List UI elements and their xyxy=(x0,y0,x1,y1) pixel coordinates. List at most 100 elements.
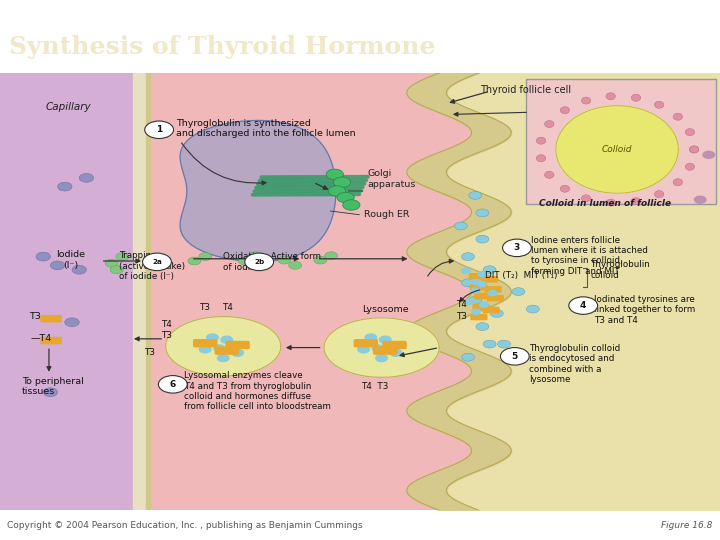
Circle shape xyxy=(469,192,482,199)
Text: T4: T4 xyxy=(222,303,233,312)
Circle shape xyxy=(462,253,474,260)
Text: 3: 3 xyxy=(514,244,520,252)
Circle shape xyxy=(217,355,229,362)
Circle shape xyxy=(58,182,72,191)
Circle shape xyxy=(462,353,474,361)
Ellipse shape xyxy=(582,97,591,104)
FancyBboxPatch shape xyxy=(41,338,61,343)
Circle shape xyxy=(105,259,118,267)
Text: To peripheral
tissues: To peripheral tissues xyxy=(22,377,84,396)
Circle shape xyxy=(116,253,129,260)
Text: 1: 1 xyxy=(156,125,162,134)
Bar xyxy=(526,79,716,204)
Text: T4  T3: T4 T3 xyxy=(361,382,388,391)
Circle shape xyxy=(390,349,402,356)
Circle shape xyxy=(79,173,94,183)
Text: Copyright © 2004 Pearson Education, Inc. , publishing as Benjamin Cummings: Copyright © 2004 Pearson Education, Inc.… xyxy=(7,521,363,530)
Ellipse shape xyxy=(685,163,695,170)
Circle shape xyxy=(483,266,496,274)
Circle shape xyxy=(278,256,291,264)
Ellipse shape xyxy=(582,195,591,202)
Text: Figure 16.8: Figure 16.8 xyxy=(662,521,713,530)
Ellipse shape xyxy=(606,93,616,100)
Text: T3: T3 xyxy=(29,312,40,321)
Text: 2a: 2a xyxy=(152,259,162,265)
Text: Oxidation  Active form
of iodine: Oxidation Active form of iodine xyxy=(223,252,321,272)
Circle shape xyxy=(326,169,343,180)
Circle shape xyxy=(488,291,497,295)
Circle shape xyxy=(503,239,531,256)
Text: Iodine enters follicle
lumen where it is attached
to tyrosine in colloid,
formin: Iodine enters follicle lumen where it is… xyxy=(531,235,648,276)
Circle shape xyxy=(50,261,65,269)
Ellipse shape xyxy=(536,155,546,161)
Circle shape xyxy=(158,376,187,393)
Ellipse shape xyxy=(631,198,641,205)
Text: 6: 6 xyxy=(170,380,176,389)
Ellipse shape xyxy=(544,120,554,127)
FancyBboxPatch shape xyxy=(226,341,249,348)
Polygon shape xyxy=(166,316,281,376)
Circle shape xyxy=(358,346,369,353)
Text: T3: T3 xyxy=(199,303,210,312)
Bar xyxy=(0,73,133,510)
Circle shape xyxy=(694,196,706,203)
Circle shape xyxy=(469,296,482,304)
Text: T3: T3 xyxy=(161,330,171,340)
Circle shape xyxy=(238,257,251,265)
Circle shape xyxy=(512,288,525,295)
Text: Synthesis of Thyroid Hormone: Synthesis of Thyroid Hormone xyxy=(9,36,435,59)
Circle shape xyxy=(343,200,360,210)
Ellipse shape xyxy=(560,107,570,114)
Text: Lysosome: Lysosome xyxy=(362,305,408,314)
Circle shape xyxy=(245,253,274,271)
Circle shape xyxy=(372,345,384,352)
Ellipse shape xyxy=(685,129,695,136)
Circle shape xyxy=(65,318,79,327)
FancyBboxPatch shape xyxy=(474,293,490,299)
Circle shape xyxy=(483,340,496,348)
FancyBboxPatch shape xyxy=(215,347,238,354)
Circle shape xyxy=(221,336,233,343)
Text: Thyroid follicle cell: Thyroid follicle cell xyxy=(480,85,571,94)
Polygon shape xyxy=(180,120,336,261)
FancyBboxPatch shape xyxy=(473,304,489,309)
Circle shape xyxy=(703,151,714,158)
FancyBboxPatch shape xyxy=(41,316,61,322)
Text: DIT (T₂)  MIT (T₁): DIT (T₂) MIT (T₁) xyxy=(485,272,557,280)
Circle shape xyxy=(472,309,480,314)
Circle shape xyxy=(476,323,489,330)
Text: Trapping
(active uptake)
of iodide (I⁻): Trapping (active uptake) of iodide (I⁻) xyxy=(119,251,185,281)
Ellipse shape xyxy=(654,102,664,109)
Circle shape xyxy=(199,253,212,260)
Circle shape xyxy=(365,334,377,341)
Text: T4: T4 xyxy=(161,320,171,329)
Circle shape xyxy=(72,265,86,274)
FancyBboxPatch shape xyxy=(194,340,217,347)
Circle shape xyxy=(110,266,123,274)
Circle shape xyxy=(207,334,218,341)
Ellipse shape xyxy=(631,94,641,101)
Circle shape xyxy=(43,388,58,396)
Circle shape xyxy=(480,302,488,307)
Circle shape xyxy=(36,252,50,261)
Circle shape xyxy=(379,336,391,343)
Circle shape xyxy=(476,209,489,217)
Text: Thyroglobulin
colloid: Thyroglobulin colloid xyxy=(590,260,650,280)
Circle shape xyxy=(478,272,487,276)
Circle shape xyxy=(500,348,529,365)
Polygon shape xyxy=(556,106,678,193)
Circle shape xyxy=(145,121,174,138)
Circle shape xyxy=(325,252,338,260)
Circle shape xyxy=(376,355,387,362)
Circle shape xyxy=(188,257,201,265)
Circle shape xyxy=(454,222,467,230)
Circle shape xyxy=(472,279,480,285)
Text: Thyroglobulin is synthesized
and discharged into the follicle lumen: Thyroglobulin is synthesized and dischar… xyxy=(176,119,356,138)
Circle shape xyxy=(471,288,480,293)
Circle shape xyxy=(462,268,470,274)
Text: Colloid in lumen of follicle: Colloid in lumen of follicle xyxy=(539,199,671,208)
Circle shape xyxy=(337,192,354,203)
Ellipse shape xyxy=(673,113,683,120)
Text: Golgi
apparatus: Golgi apparatus xyxy=(367,169,415,188)
Ellipse shape xyxy=(690,146,698,153)
